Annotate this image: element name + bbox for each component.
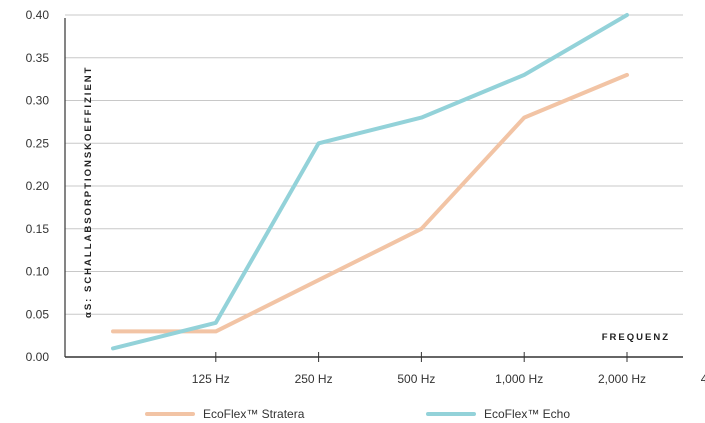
y-tick-label: 0.25 (26, 136, 50, 150)
x-tick-label: 1,000 Hz (495, 372, 543, 386)
series-line-2 (111, 13, 629, 351)
x-axis-title: FREQUENZ (602, 332, 670, 343)
gridlines (65, 14, 683, 315)
y-tick-label: 0.05 (26, 307, 50, 321)
x-tick-label: 250 Hz (295, 372, 333, 386)
y-tick-label: 0.30 (26, 94, 50, 108)
series-line-1 (111, 72, 629, 334)
y-tick-labels: 0.00 0.05 0.10 0.15 0.20 0.25 0.30 0.35 0.40 (26, 8, 50, 364)
y-tick-label: 0.35 (26, 51, 50, 65)
x-axis: 125 Hz 250 Hz 500 Hz 1,000 Hz 2,000 Hz 4,000 … (64, 18, 705, 386)
x-tick-label: 4,000 Hz (701, 372, 705, 386)
legend-label: EcoFlex™ Stratera (203, 407, 305, 421)
x-tick-label: 125 Hz (192, 372, 230, 386)
y-tick-label: 0.15 (26, 222, 50, 236)
series-lines (111, 13, 629, 351)
y-tick-label: 0.00 (26, 350, 50, 364)
legend-label: EcoFlex™ Echo (484, 407, 570, 421)
legend: EcoFlex™ Stratera EcoFlex™ Echo (145, 407, 570, 421)
y-tick-label: 0.40 (26, 8, 50, 22)
x-tick-label: 2,000 Hz (598, 372, 646, 386)
y-tick-label: 0.20 (26, 179, 50, 193)
x-tick-label: 500 Hz (397, 372, 435, 386)
y-axis-title: αS: SCHALLABSORPTIONSKOEFFIZIENT (83, 66, 94, 318)
y-tick-label: 0.10 (26, 265, 50, 279)
